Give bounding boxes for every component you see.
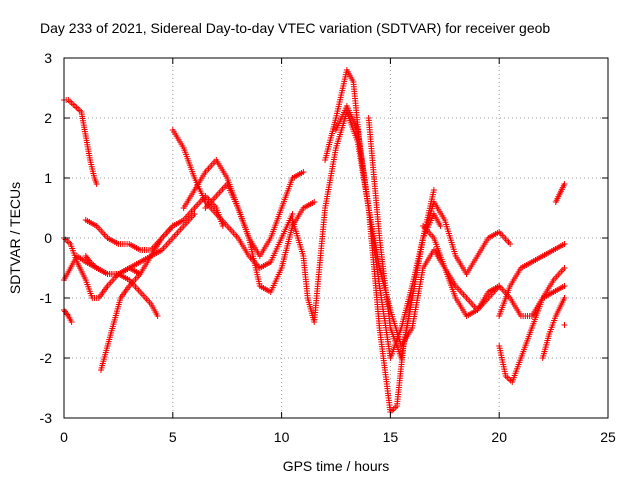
data-point <box>300 169 307 175</box>
data-point <box>507 241 514 247</box>
grid-lines <box>64 58 608 418</box>
data-point <box>561 265 568 271</box>
series-track-p <box>496 265 568 385</box>
data-point <box>68 319 75 325</box>
data-point <box>561 322 568 328</box>
x-tick-label: 10 <box>274 429 290 445</box>
series-track-k <box>289 109 444 361</box>
series-track-r <box>539 295 568 361</box>
series-track-c <box>61 253 161 319</box>
data-point <box>154 313 161 319</box>
series-track-s <box>552 181 568 205</box>
data-point <box>561 181 568 187</box>
x-tick-label: 15 <box>383 429 399 445</box>
x-axis-label: GPS time / hours <box>283 458 390 474</box>
data-point <box>430 187 437 193</box>
x-tick-label: 25 <box>600 429 616 445</box>
data-point <box>437 223 444 229</box>
y-tick-label: -3 <box>40 410 53 426</box>
series-track-g <box>82 193 226 253</box>
series-track-m <box>333 103 503 349</box>
series-track-j <box>202 181 318 295</box>
data-point <box>289 211 296 217</box>
y-tick-label: -1 <box>40 290 53 306</box>
y-tick-label: 1 <box>44 170 52 186</box>
y-tick-label: 0 <box>44 230 52 246</box>
y-tick-label: -2 <box>40 350 53 366</box>
y-tick-labels: -3 -2 -1 0 1 2 3 <box>40 50 53 426</box>
data-point <box>561 241 568 247</box>
series-track-q <box>496 241 568 319</box>
y-axis-label: SDTVAR / TECUs <box>7 182 23 294</box>
data-point <box>311 199 318 205</box>
data-marks <box>61 67 568 415</box>
x-tick-label: 5 <box>169 429 177 445</box>
data-point <box>561 295 568 301</box>
data-point <box>561 283 568 289</box>
series-track-n <box>365 115 514 361</box>
series-track-t <box>561 322 568 328</box>
chart-title: Day 233 of 2021, Sidereal Day-to-day VTE… <box>40 20 550 36</box>
series-track-e <box>82 211 198 277</box>
x-tick-labels: 0 5 10 15 20 25 <box>60 429 616 445</box>
y-tick-label: 3 <box>44 50 52 66</box>
data-point <box>191 211 198 217</box>
y-tick-label: 2 <box>44 110 52 126</box>
x-tick-label: 20 <box>491 429 507 445</box>
x-tick-label: 0 <box>60 429 68 445</box>
axis-ticks <box>63 57 609 419</box>
data-point <box>93 181 100 187</box>
series-track-a <box>61 97 100 187</box>
series-track-b <box>61 307 75 325</box>
